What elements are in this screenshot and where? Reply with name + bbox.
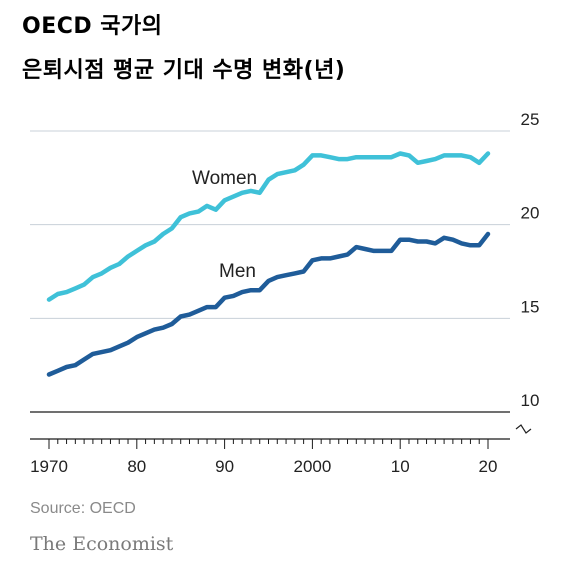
chart-title-line2: 은퇴시점 평균 기대 수명 변화(년) — [22, 58, 346, 83]
x-tick-label: 1970 — [30, 457, 68, 476]
series-line-women — [46, 151, 491, 302]
series-label-women: Women — [192, 168, 257, 189]
x-tick-label: 20 — [479, 457, 498, 476]
source-note: Source: OECD — [30, 500, 136, 517]
x-tick-label: 2000 — [293, 457, 331, 476]
publisher-logo: The Economist — [30, 533, 174, 555]
axis-break-mark — [515, 424, 532, 434]
x-tick-label: 90 — [215, 457, 234, 476]
y-tick-label: 15 — [521, 297, 540, 316]
x-tick-label: 80 — [127, 457, 146, 476]
series-label-men: Men — [219, 261, 256, 282]
chart-title-line1: OECD 국가의 — [22, 14, 163, 39]
x-tick-label: 10 — [391, 457, 410, 476]
y-tick-label: 10 — [521, 391, 540, 410]
y-tick-label: 20 — [521, 204, 540, 223]
y-tick-label: 25 — [521, 110, 540, 129]
series-line-men — [46, 231, 491, 377]
